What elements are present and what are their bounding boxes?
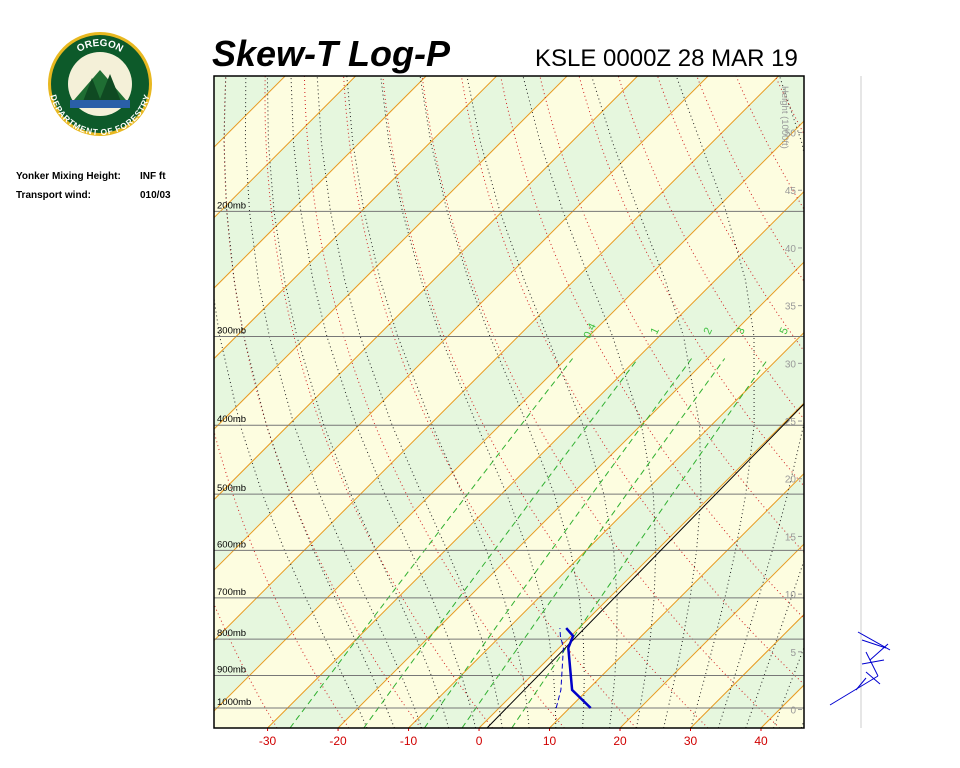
x-tick-label: -20 [329,734,347,748]
x-tick-label: -30 [259,734,277,748]
y2-tick-label: 40 [785,244,797,255]
y2-tick-label: 5 [790,648,796,659]
dry-adiabat [343,76,637,728]
reference-line [486,403,805,729]
y-tick-label: 800mb [217,628,246,639]
mixing-ratio-line [289,358,573,728]
mixing-ratio-line [511,358,769,728]
y2-tick-label: 35 [785,302,797,313]
mixing-ratio-line [461,358,726,728]
mixing-ratio-label: 0.4 [582,322,599,341]
x-tick-label: 20 [613,734,627,748]
dry-adiabat [264,76,493,728]
dry-adiabat [815,76,960,728]
mixing-ratio-line [423,358,693,728]
y2-tick-label: 30 [785,359,797,370]
overlay: 0.4 1 2 3 5200mb300mb400mb500mb600mb700mb800… [217,86,805,748]
x-tick-label: 40 [754,734,768,748]
y2-tick-label: 10 [785,590,797,601]
y2-tick-label: 45 [785,186,797,197]
isotherm [408,331,804,728]
mixing-ratio-label: 3 [734,326,747,337]
y-tick-label: 600mb [217,539,246,550]
isotherm [831,76,960,728]
y-tick-label: 500mb [217,483,246,494]
y-tick-label: 300mb [217,325,246,336]
dry-adiabat [854,76,960,728]
dewpoint-line [555,628,564,709]
y-tick-label: 400mb [217,414,246,425]
info-value: 010/03 [140,190,171,201]
isotherm [214,76,357,219]
moist-adiabat [800,719,804,728]
y-tick-label: 1000mb [217,697,251,708]
isotherm [0,76,3,728]
logo: OREGON DEPARTMENT OF FORESTRY [48,32,152,138]
y-tick-label: 900mb [217,664,246,675]
y-tick-label: 700mb [217,587,246,598]
temperature-line [565,627,592,709]
mixing-ratio-label: 1 [648,326,661,337]
isotherm [214,76,568,430]
isotherm [478,402,804,728]
chart-subtitle: KSLE 0000Z 28 MAR 19 [535,45,798,72]
x-tick-label: -10 [400,734,418,748]
dry-adiabat [500,76,804,619]
y2-tick-label: 15 [785,532,797,543]
mixing-ratio-line [363,358,639,728]
plot-border [213,75,805,729]
logo-top-text: OREGON [75,38,125,55]
mixing-ratio-label: 5 [778,326,791,337]
y2-tick-label: 25 [785,417,797,428]
info-label: Yonker Mixing Height: [16,171,121,182]
x-tick-label: 0 [476,734,483,748]
isotherm-band [0,76,3,728]
isotherm-band [214,76,804,712]
info-label: Transport wind: [16,190,91,201]
isotherm [619,543,804,728]
isotherm [267,190,804,728]
dry-adiabat [893,76,960,728]
x-tick-label: 30 [684,734,698,748]
isotherm [214,76,779,642]
dry-adiabat [421,76,781,728]
dry-adiabat [657,76,804,352]
isotherm [214,76,709,571]
y2-tick-label: 50 [785,129,797,140]
chart-title: Skew-T Log-P [212,33,451,74]
y2-axis-title: Height (1000ft) [779,86,790,149]
dry-adiabat [539,76,804,554]
y2-tick-label: 20 [785,475,797,486]
info-value: INF ft [140,171,166,182]
isotherm-band [831,76,960,728]
isotherm [214,76,427,289]
y-tick-label: 200mb [217,200,246,211]
dry-adiabat [932,76,960,728]
y2-tick-label: 0 [790,706,796,717]
plot-area [0,76,960,728]
isotherm [690,613,804,728]
isotherm-band [214,121,804,728]
dry-adiabat [382,76,709,728]
isotherm [337,261,804,728]
isotherm [214,76,497,360]
wind-barbs [829,631,891,706]
mixing-ratio-label: 2 [702,326,715,337]
isotherm [549,472,804,728]
isotherm [214,120,804,712]
x-tick-label: 10 [543,734,557,748]
